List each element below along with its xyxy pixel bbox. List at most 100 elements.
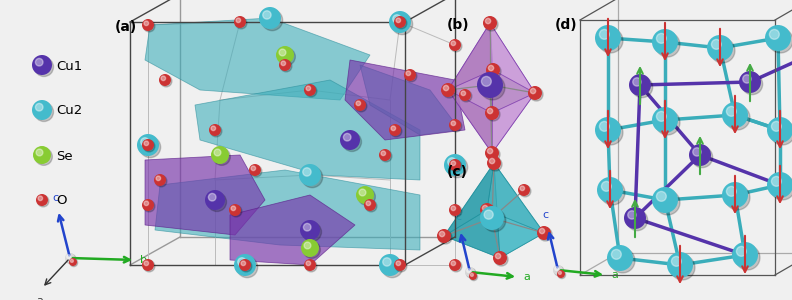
Circle shape (35, 103, 54, 122)
Circle shape (765, 25, 791, 51)
Circle shape (670, 255, 695, 280)
Circle shape (531, 88, 535, 94)
Circle shape (444, 154, 466, 176)
Circle shape (480, 75, 505, 100)
Circle shape (530, 88, 543, 101)
Circle shape (154, 174, 166, 186)
Circle shape (657, 191, 666, 201)
Text: (c): (c) (447, 165, 468, 179)
Circle shape (459, 89, 471, 101)
Circle shape (279, 49, 286, 56)
Polygon shape (487, 163, 544, 233)
Circle shape (356, 100, 367, 112)
Circle shape (437, 229, 451, 243)
Circle shape (539, 228, 545, 234)
Text: c: c (455, 212, 461, 222)
Circle shape (477, 72, 503, 98)
Circle shape (485, 146, 499, 160)
Text: O: O (56, 194, 67, 208)
Circle shape (211, 125, 222, 137)
Circle shape (600, 180, 625, 205)
Circle shape (447, 157, 467, 178)
Circle shape (557, 270, 565, 278)
Polygon shape (195, 80, 420, 180)
Polygon shape (444, 163, 494, 236)
Circle shape (486, 63, 500, 77)
Circle shape (278, 48, 295, 65)
Circle shape (306, 85, 317, 97)
Circle shape (600, 122, 609, 131)
Polygon shape (490, 23, 535, 113)
Circle shape (441, 83, 455, 97)
Circle shape (449, 159, 461, 171)
Circle shape (211, 126, 215, 130)
Circle shape (365, 200, 377, 212)
Circle shape (394, 16, 406, 28)
Circle shape (449, 204, 461, 216)
Circle shape (143, 260, 155, 272)
Polygon shape (444, 210, 544, 258)
Circle shape (449, 119, 461, 131)
Circle shape (137, 134, 159, 156)
Circle shape (595, 117, 621, 143)
Circle shape (342, 133, 361, 152)
Polygon shape (155, 170, 420, 250)
Polygon shape (448, 23, 493, 90)
Circle shape (444, 85, 449, 91)
Circle shape (528, 86, 542, 100)
Polygon shape (360, 65, 460, 135)
Circle shape (340, 130, 360, 150)
Circle shape (451, 261, 455, 266)
Circle shape (281, 61, 286, 66)
Circle shape (33, 146, 51, 164)
Circle shape (36, 149, 43, 156)
Circle shape (537, 226, 551, 240)
Circle shape (279, 59, 291, 71)
Circle shape (487, 108, 500, 121)
Text: c: c (52, 193, 58, 203)
Circle shape (36, 103, 43, 111)
Circle shape (652, 107, 678, 133)
Circle shape (539, 228, 552, 241)
Circle shape (451, 121, 462, 132)
Circle shape (142, 19, 154, 31)
Circle shape (451, 260, 462, 272)
Circle shape (354, 99, 366, 111)
Circle shape (208, 193, 227, 211)
Circle shape (237, 257, 257, 278)
Circle shape (495, 254, 501, 259)
Circle shape (356, 101, 360, 106)
Circle shape (493, 251, 507, 265)
Circle shape (447, 158, 456, 166)
Circle shape (767, 117, 792, 143)
Circle shape (143, 140, 155, 152)
Circle shape (32, 55, 52, 75)
Polygon shape (345, 60, 465, 140)
Circle shape (691, 147, 713, 168)
Circle shape (303, 241, 320, 258)
Circle shape (558, 272, 562, 274)
Circle shape (406, 71, 410, 76)
Circle shape (711, 39, 722, 49)
Circle shape (38, 196, 43, 201)
Circle shape (259, 7, 281, 29)
Circle shape (379, 254, 401, 276)
Circle shape (231, 206, 235, 211)
Circle shape (487, 148, 493, 154)
Polygon shape (448, 23, 492, 113)
Polygon shape (230, 195, 355, 265)
Circle shape (396, 261, 401, 266)
Circle shape (595, 25, 621, 51)
Circle shape (628, 211, 636, 219)
Circle shape (466, 268, 476, 278)
Circle shape (280, 61, 292, 72)
Circle shape (36, 58, 43, 66)
Circle shape (480, 203, 494, 217)
Circle shape (234, 16, 246, 28)
Circle shape (449, 259, 461, 271)
Circle shape (301, 239, 319, 257)
Circle shape (769, 29, 779, 39)
Circle shape (241, 260, 252, 272)
Circle shape (451, 206, 462, 217)
Circle shape (142, 199, 154, 211)
